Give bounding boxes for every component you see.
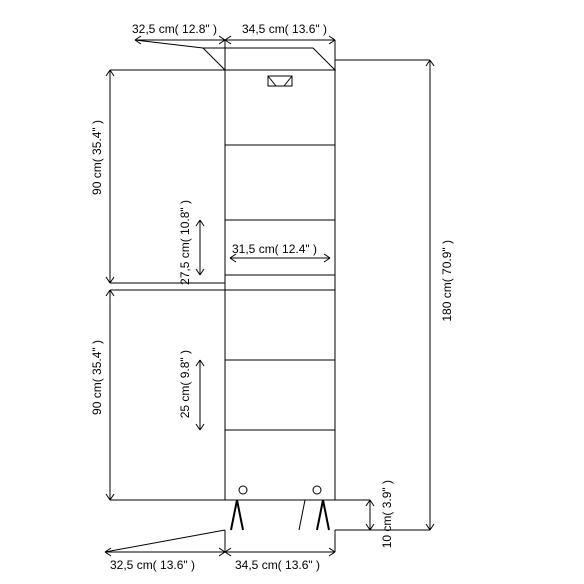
label-bot-width: 34,5 cm( 13.6" ): [235, 558, 320, 572]
label-inner-124: 31,5 cm( 12.4" ): [232, 242, 317, 256]
label-inner-98: 25 cm( 9.8" ): [178, 350, 192, 418]
label-bot-depth: 32,5 cm( 13.6" ): [110, 558, 195, 572]
label-inner-108: 27,5 cm( 10.8" ): [178, 200, 192, 285]
label-right-total: 180 cm( 70.9" ): [440, 240, 454, 322]
label-right-leg: 10 cm( 3.9" ): [380, 480, 394, 548]
diagram-canvas: [0, 0, 584, 584]
label-top-depth: 32,5 cm( 12.8" ): [132, 22, 217, 36]
label-left-lower: 90 cm( 35.4" ): [90, 340, 104, 415]
label-left-upper: 90 cm( 35.4" ): [90, 120, 104, 195]
label-top-width: 34,5 cm( 13.6" ): [242, 22, 327, 36]
